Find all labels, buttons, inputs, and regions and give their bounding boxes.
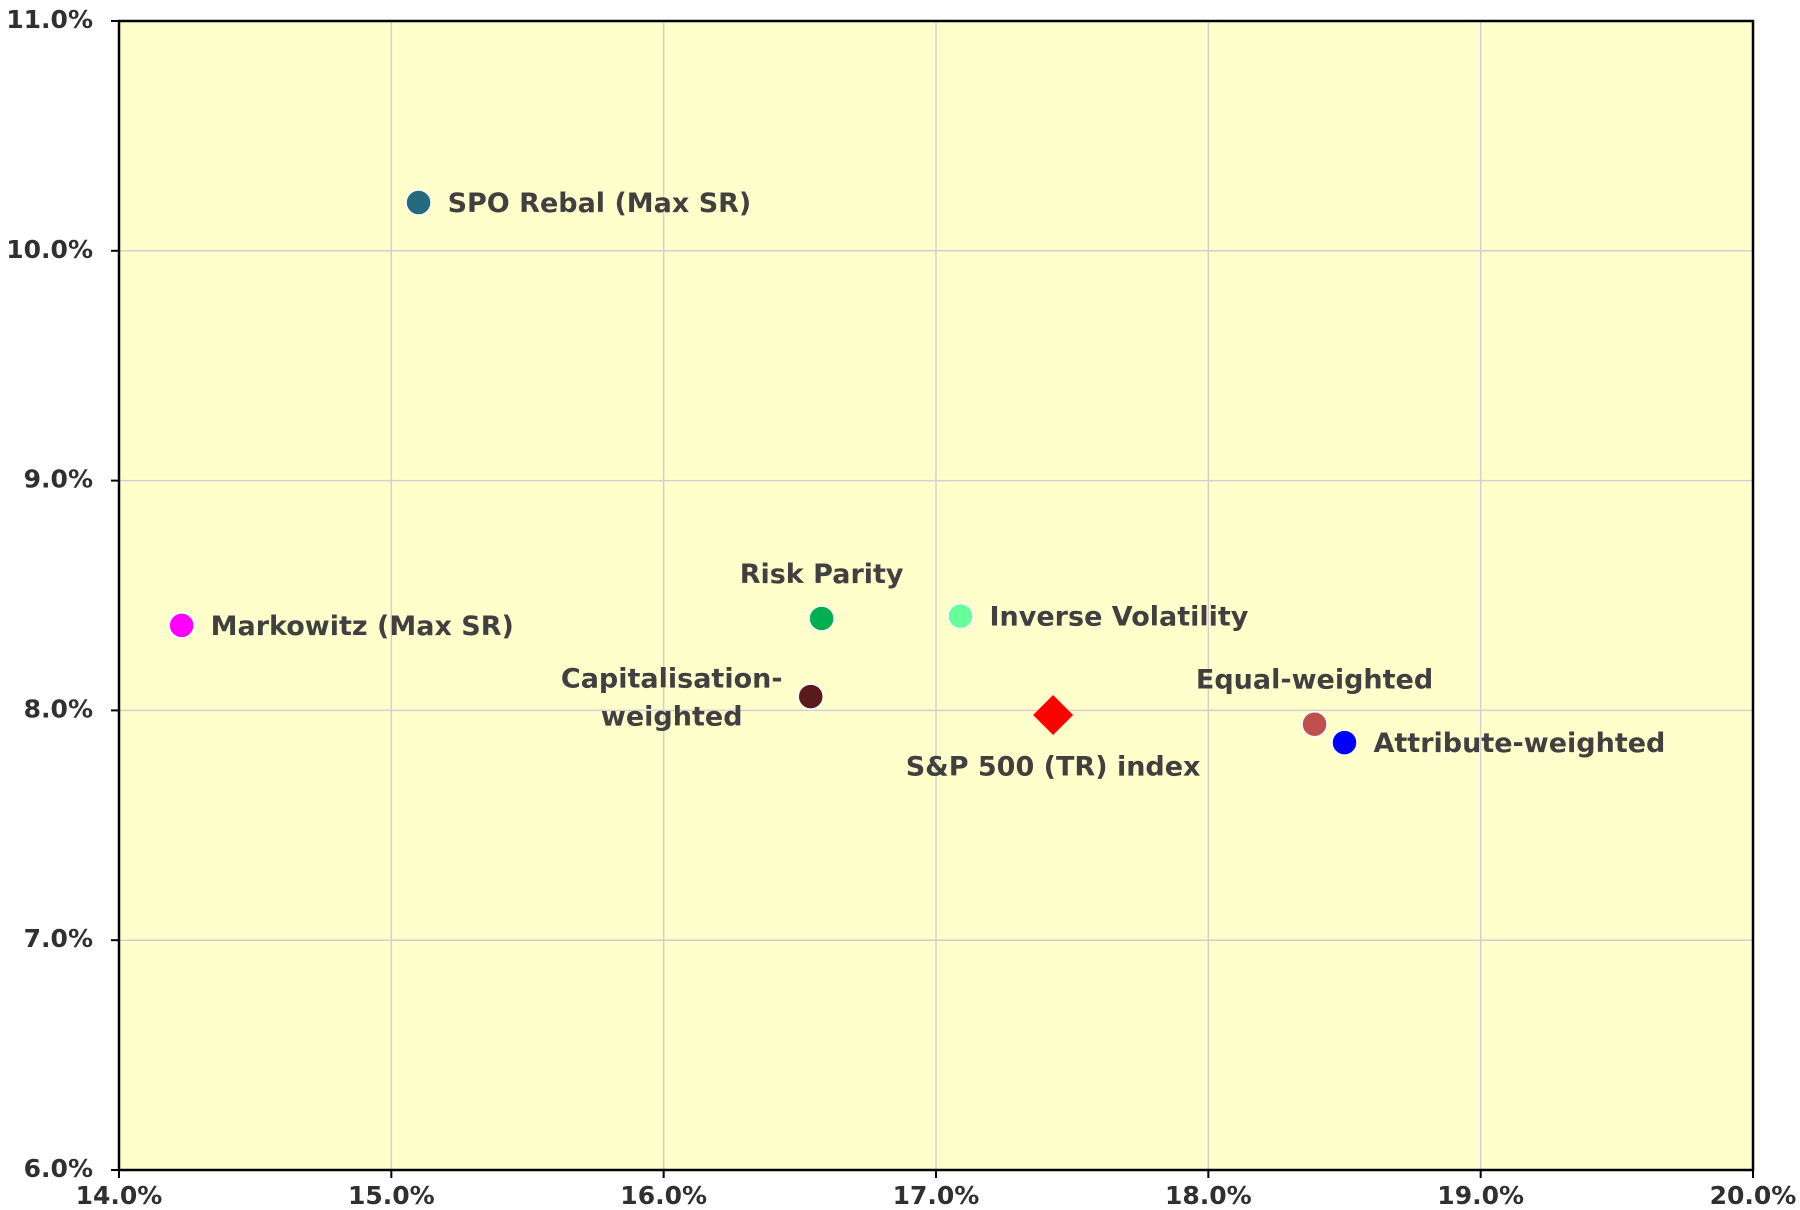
point-label: SPO Rebal (Max SR): [448, 188, 752, 219]
y-tick-label: 6.0%: [24, 1154, 93, 1183]
point-label: Capitalisation-weighted: [561, 663, 783, 732]
point-marker: [808, 605, 835, 632]
x-tick-label: 14.0%: [76, 1181, 163, 1210]
point-marker: [947, 602, 974, 630]
plot-border: [117, 19, 1755, 1172]
x-tick-label: 20.0%: [1710, 1181, 1797, 1210]
label-line: Capitalisation-: [561, 663, 783, 694]
point-marker: [168, 612, 195, 639]
diamond-marker: [1033, 694, 1074, 735]
y-tick-label: 9.0%: [24, 465, 93, 494]
y-tick-label: 11.0%: [6, 5, 93, 34]
x-tick-label: 16.0%: [620, 1181, 707, 1210]
y-tick-label: 10.0%: [6, 235, 93, 264]
point-marker: [1301, 710, 1328, 738]
x-tick-label: 15.0%: [348, 1181, 435, 1210]
x-tick-label: 18.0%: [1165, 1181, 1252, 1210]
point-marker: [1331, 729, 1358, 756]
label-line: weighted: [601, 701, 743, 732]
point-label: Equal-weighted: [1196, 665, 1433, 696]
x-tick-label: 19.0%: [1437, 1181, 1524, 1210]
point-label: Attribute-weighted: [1374, 728, 1666, 759]
point-label: Inverse Volatility: [990, 602, 1249, 633]
y-tick-label: 8.0%: [24, 694, 93, 723]
x-tick-label: 17.0%: [893, 1181, 980, 1210]
point-label: Risk Parity: [740, 559, 904, 590]
point-label: Markowitz (Max SR): [211, 611, 514, 642]
point-marker: [797, 683, 824, 710]
y-tick-label: 7.0%: [24, 924, 93, 953]
point-marker: [405, 189, 432, 216]
point-label: S&P 500 (TR) index: [906, 751, 1201, 782]
